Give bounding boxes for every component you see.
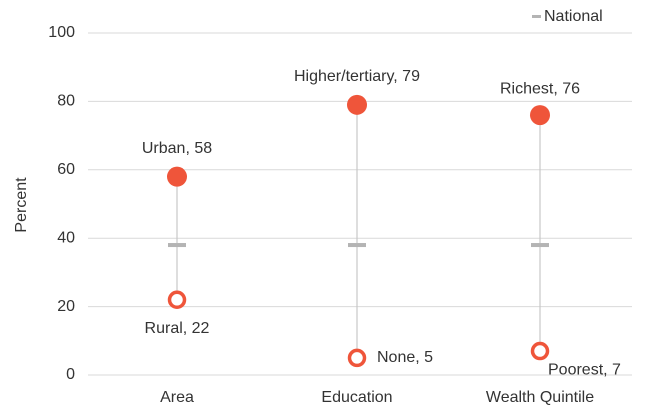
legend-swatch [532, 15, 541, 18]
y-tick-label: 100 [48, 24, 75, 41]
legend-label: National [544, 8, 603, 25]
data-label: Rural, 22 [145, 320, 210, 337]
low-marker [167, 290, 187, 310]
x-tick-label: Education [321, 389, 392, 406]
low-marker [347, 348, 367, 368]
data-label: Higher/tertiary, 79 [294, 68, 420, 85]
low-marker [530, 341, 550, 361]
data-label: Urban, 58 [142, 140, 212, 157]
y-tick-label: 0 [66, 366, 75, 383]
x-tick-label: Area [160, 389, 194, 406]
y-axis-label: Percent [13, 177, 30, 233]
national-marker [531, 243, 549, 248]
x-tick-label: Wealth Quintile [486, 389, 594, 406]
high-marker [530, 105, 550, 126]
y-tick-label: 60 [57, 161, 75, 178]
y-tick-label: 80 [57, 93, 75, 110]
data-label: None, 5 [377, 349, 433, 366]
data-label: Poorest, 7 [548, 361, 621, 378]
y-tick-label: 40 [57, 229, 75, 246]
y-tick-label: 20 [57, 298, 75, 315]
high-marker [347, 94, 367, 115]
national-marker [348, 243, 366, 248]
data-label: Richest, 76 [500, 80, 580, 97]
high-marker [167, 166, 187, 187]
national-marker [168, 243, 186, 248]
